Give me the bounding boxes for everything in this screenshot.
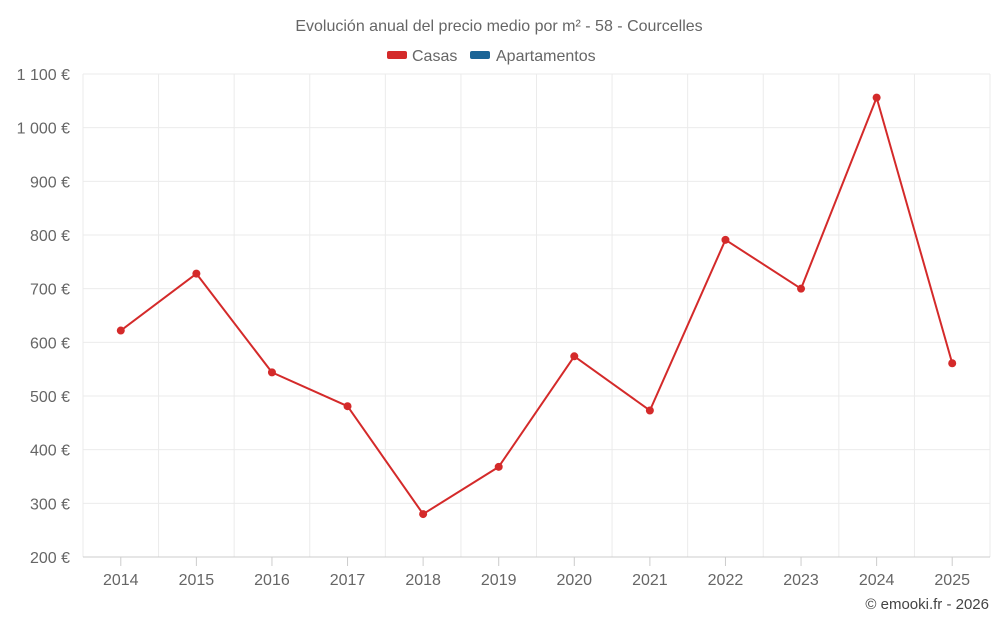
x-tick-label: 2025 bbox=[934, 572, 970, 589]
data-point-2023[interactable] bbox=[797, 284, 806, 293]
x-tick-label: 2024 bbox=[859, 572, 895, 589]
data-point-2019[interactable] bbox=[494, 462, 503, 471]
credit-text: © emooki.fr - 2026 bbox=[865, 596, 989, 613]
legend: Casas Apartamentos bbox=[387, 48, 596, 65]
x-tick-label: 2022 bbox=[708, 572, 744, 589]
x-tick-label: 2019 bbox=[481, 572, 517, 589]
x-tick-label: 2023 bbox=[783, 572, 819, 589]
y-tick-label: 400 € bbox=[30, 443, 70, 460]
x-tick-label: 2016 bbox=[254, 572, 290, 589]
data-point-2017[interactable] bbox=[343, 402, 352, 411]
plot-area bbox=[116, 93, 957, 519]
legend-swatch-casas bbox=[387, 51, 407, 59]
y-tick-label: 600 € bbox=[30, 335, 70, 352]
series-line-casas bbox=[120, 96, 954, 516]
y-axis: 200 € 300 € 400 € 500 € 600 € 700 € 800 € 900 €… bbox=[17, 67, 70, 567]
legend-swatch-apartamentos bbox=[470, 51, 490, 59]
x-axis: 2014 2015 2016 2017 2018 2019 2020 2021 2022 2023… bbox=[83, 556, 990, 589]
chart-title: Evolución anual del precio medio por m² … bbox=[295, 18, 702, 35]
y-tick-label: 1 100 € bbox=[17, 67, 70, 84]
y-tick-label: 200 € bbox=[30, 550, 70, 567]
data-point-2020[interactable] bbox=[570, 352, 579, 361]
x-tick-label: 2015 bbox=[179, 572, 215, 589]
data-point-2015[interactable] bbox=[192, 269, 201, 278]
x-tick-label: 2021 bbox=[632, 572, 668, 589]
data-point-2024[interactable] bbox=[872, 93, 881, 102]
x-tick-label: 2020 bbox=[556, 572, 592, 589]
data-point-2014[interactable] bbox=[116, 326, 125, 335]
y-tick-label: 700 € bbox=[30, 282, 70, 299]
x-tick-label: 2018 bbox=[405, 572, 441, 589]
x-tick-label: 2017 bbox=[330, 572, 366, 589]
grid bbox=[82, 73, 991, 557]
y-tick-label: 1 000 € bbox=[17, 121, 70, 138]
data-point-2018[interactable] bbox=[419, 510, 428, 519]
data-point-2022[interactable] bbox=[721, 235, 730, 244]
x-tick-label: 2014 bbox=[103, 572, 139, 589]
y-tick-label: 300 € bbox=[30, 496, 70, 513]
y-tick-label: 500 € bbox=[30, 389, 70, 406]
legend-item-apartamentos[interactable]: Apartamentos bbox=[470, 48, 596, 65]
data-point-2025[interactable] bbox=[948, 359, 957, 368]
legend-item-casas[interactable]: Casas bbox=[387, 48, 457, 65]
y-tick-label: 800 € bbox=[30, 228, 70, 245]
legend-label-casas: Casas bbox=[412, 48, 457, 65]
data-point-2016[interactable] bbox=[267, 368, 276, 377]
y-tick-label: 900 € bbox=[30, 174, 70, 191]
data-point-2021[interactable] bbox=[645, 406, 654, 415]
legend-label-apartamentos: Apartamentos bbox=[496, 48, 596, 65]
